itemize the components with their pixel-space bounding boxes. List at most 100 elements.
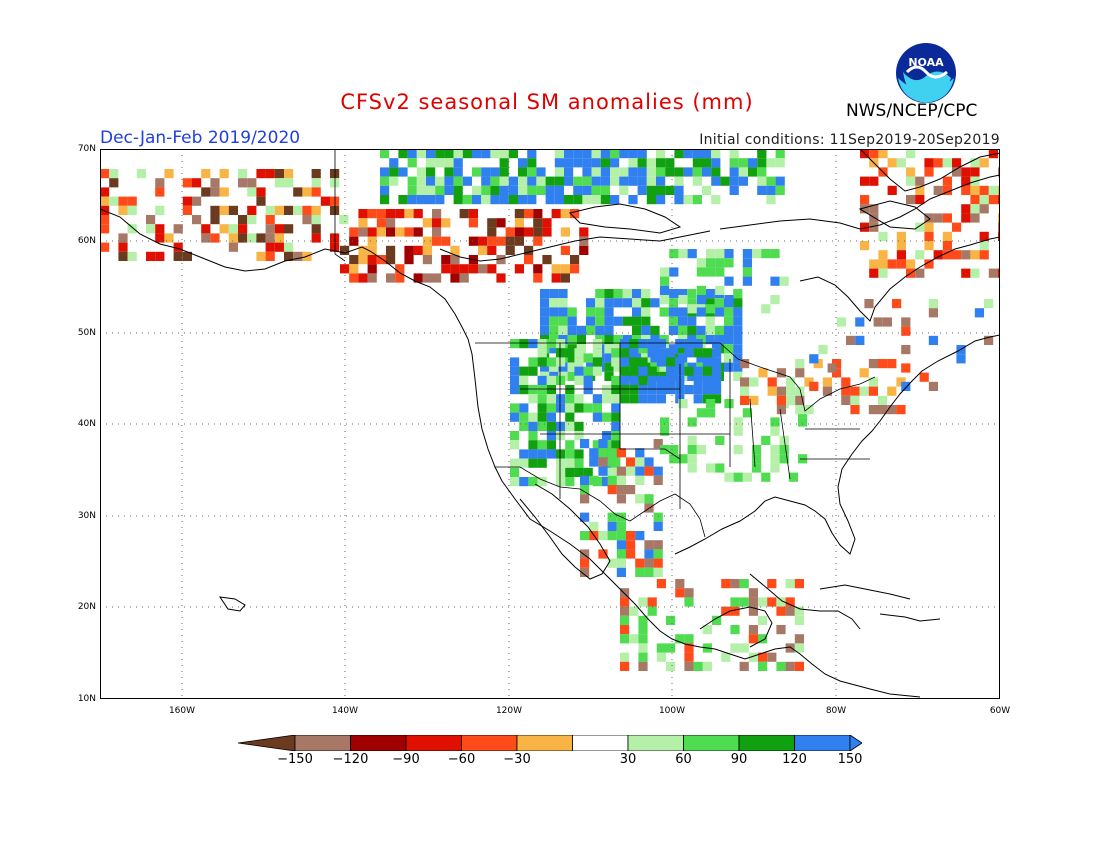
anomaly-cell [647,375,657,385]
anomaly-cell [961,268,971,278]
anomaly-cell [537,348,547,358]
anomaly-cell [499,185,509,195]
anomaly-cell [687,249,697,259]
anomaly-cell [878,250,888,260]
anomaly-cell [684,634,694,644]
anomaly-cell [549,289,559,299]
anomaly-cell [450,245,460,255]
anomaly-cell [422,236,432,246]
anomaly-cell [589,521,599,531]
anomaly-cell [693,339,703,349]
anomaly-cell [265,233,275,243]
anomaly-cell [656,357,666,367]
anomaly-cell [549,344,559,354]
anomaly-cell [367,245,377,255]
noaa-logo: NOAA [896,43,956,103]
anomaly-cell [770,426,780,436]
anomaly-cell [712,348,722,358]
anomaly-cell [546,421,556,431]
anomaly-cell [118,196,128,206]
anomaly-cell [776,405,786,415]
anomaly-cell [659,362,669,372]
anomaly-cell [693,375,703,385]
anomaly-cell [660,426,670,436]
anomaly-cell [901,326,911,336]
anomaly-cell [706,267,716,277]
anomaly-cell [592,339,602,349]
anomaly-cell [565,394,575,404]
anomaly-cell [567,325,577,335]
anomaly-cell [219,205,229,215]
anomaly-cell [668,298,678,308]
anomaly-cell [499,176,509,186]
anomaly-cell [556,431,566,441]
anomaly-cell [616,549,626,559]
anomaly-cell [869,222,879,232]
anomaly-cell [758,615,768,625]
anomaly-cell [524,227,534,237]
anomaly-cell [533,218,543,228]
anomaly-cell [653,439,663,449]
anomaly-cell [238,224,248,234]
anomaly-cell [537,421,547,431]
anomaly-cell [453,158,463,168]
anomaly-cell [472,185,482,195]
anomaly-cell [892,299,902,309]
anomaly-cell [620,652,630,662]
anomaly-cell [453,185,463,195]
anomaly-cell [580,494,590,504]
anomaly-cell [100,242,110,252]
anomaly-cell [915,222,925,232]
anomaly-cell [733,325,743,335]
anomaly-cell [611,385,621,395]
anomaly-cell [592,357,602,367]
anomaly-cell [656,375,666,385]
anomaly-cell [508,176,518,186]
anomaly-cell [635,531,645,541]
anomaly-cell [238,178,248,188]
anomaly-cell [733,353,743,363]
anomaly-cell [549,307,559,317]
anomaly-cell [349,273,359,283]
anomaly-cell [724,258,734,268]
anomaly-cell [742,267,752,277]
anomaly-cell [598,466,608,476]
anomaly-cell [675,339,685,349]
colorbar-segment [738,735,795,751]
anomaly-cell [545,185,555,195]
anomaly-cell [644,549,654,559]
anomaly-cell [748,588,758,598]
anomaly-cell [635,457,645,467]
anomaly-cell [620,606,630,616]
anomaly-cell [626,457,636,467]
anomaly-cell [730,643,740,653]
anomaly-cell [646,195,656,205]
anomaly-cell [533,236,543,246]
anomaly-cell [514,264,524,274]
lon-label-60w: 60W [989,706,1011,716]
anomaly-cell [560,264,570,274]
anomaly-cell [533,264,543,274]
anomaly-cell [896,259,906,269]
anomaly-cell [678,307,688,317]
anomaly-cell [602,385,612,395]
anomaly-cell [757,176,767,186]
anomaly-cell [878,268,888,278]
anomaly-cell [546,412,556,422]
anomaly-cell [367,273,377,283]
anomaly-cell [724,353,734,363]
anomaly-cell [607,531,617,541]
anomaly-cell [481,149,491,159]
anomaly-cell [766,176,776,186]
anomaly-cell [551,264,561,274]
anomaly-cell [564,158,574,168]
anomaly-cell [804,377,814,387]
anomaly-cell [422,273,432,283]
anomaly-cell [749,395,759,405]
anomaly-cell [580,549,590,559]
anomaly-cell [683,167,693,177]
anomaly-cell [979,185,989,195]
anomaly-cell [349,264,359,274]
anomaly-cell [758,368,768,378]
anomaly-cell [432,218,442,228]
